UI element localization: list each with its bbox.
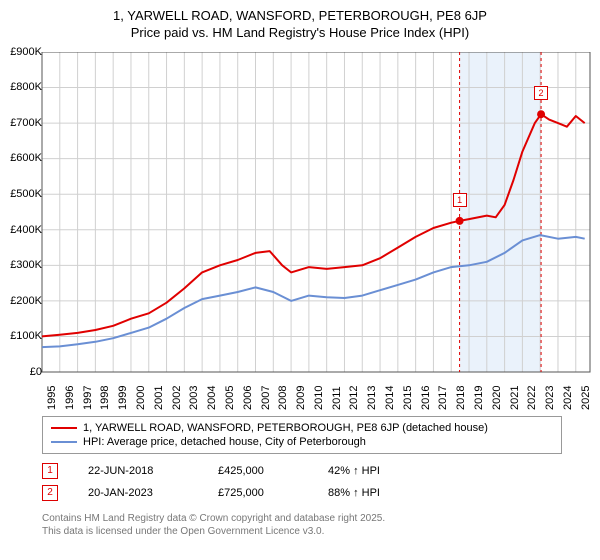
marker-hpi: 88% ↑ HPI <box>328 487 380 499</box>
y-tick-label: £300K <box>10 259 42 271</box>
x-tick-label: 1996 <box>64 385 76 409</box>
legend-label: HPI: Average price, detached house, City… <box>83 436 366 448</box>
x-tick-label: 2005 <box>224 385 236 409</box>
footer: Contains HM Land Registry data © Crown c… <box>42 512 562 538</box>
y-tick-label: £800K <box>10 81 42 93</box>
chart-container: 1, YARWELL ROAD, WANSFORD, PETERBOROUGH,… <box>0 0 600 560</box>
chart-area: £0 £100K £200K £300K £400K £500K £600K £700K £80… <box>0 52 600 412</box>
x-tick-label: 2006 <box>242 385 254 409</box>
marker-row: 1 22-JUN-2018 £425,000 42% ↑ HPI <box>42 460 562 482</box>
y-tick-label: £400K <box>10 224 42 236</box>
x-tick-label: 2007 <box>260 385 272 409</box>
x-tick-label: 2014 <box>384 385 396 409</box>
x-tick-label: 2013 <box>366 385 378 409</box>
x-tick-label: 2015 <box>402 385 414 409</box>
x-tick-label: 1998 <box>99 385 111 409</box>
chart-svg <box>0 52 600 412</box>
marker-price: £725,000 <box>218 487 298 499</box>
x-tick-label: 2018 <box>455 385 467 409</box>
title-line-2: Price paid vs. HM Land Registry's House … <box>10 25 590 42</box>
y-tick-label: £100K <box>10 330 42 342</box>
marker-badge: 2 <box>42 485 58 501</box>
legend-swatch <box>51 441 77 443</box>
chart-marker-badge: 1 <box>453 193 467 207</box>
marker-price: £425,000 <box>218 465 298 477</box>
x-tick-label: 2023 <box>544 385 556 409</box>
x-tick-label: 2001 <box>153 385 165 409</box>
x-tick-label: 2004 <box>206 385 218 409</box>
y-tick-label: £900K <box>10 46 42 58</box>
marker-badge: 1 <box>42 463 58 479</box>
x-tick-label: 2002 <box>171 385 183 409</box>
title-block: 1, YARWELL ROAD, WANSFORD, PETERBOROUGH,… <box>0 0 600 46</box>
x-tick-label: 2024 <box>562 385 574 409</box>
marker-date: 22-JUN-2018 <box>88 465 188 477</box>
x-tick-label: 2009 <box>295 385 307 409</box>
y-tick-label: £600K <box>10 152 42 164</box>
x-tick-label: 2022 <box>526 385 538 409</box>
y-tick-label: £0 <box>30 366 42 378</box>
x-tick-label: 2000 <box>135 385 147 409</box>
x-tick-label: 2019 <box>473 385 485 409</box>
x-tick-label: 2021 <box>509 385 521 409</box>
legend-label: 1, YARWELL ROAD, WANSFORD, PETERBOROUGH,… <box>83 422 488 434</box>
x-tick-label: 1995 <box>46 385 58 409</box>
legend-swatch <box>51 427 77 429</box>
x-tick-label: 1999 <box>117 385 129 409</box>
title-line-1: 1, YARWELL ROAD, WANSFORD, PETERBOROUGH,… <box>10 8 590 25</box>
marker-row: 2 20-JAN-2023 £725,000 88% ↑ HPI <box>42 482 562 504</box>
legend-item: 1, YARWELL ROAD, WANSFORD, PETERBOROUGH,… <box>51 421 553 435</box>
legend: 1, YARWELL ROAD, WANSFORD, PETERBOROUGH,… <box>42 416 562 454</box>
x-tick-label: 2011 <box>331 386 343 410</box>
chart-marker-badge: 2 <box>534 86 548 100</box>
x-tick-label: 2020 <box>491 385 503 409</box>
y-tick-label: £500K <box>10 188 42 200</box>
x-tick-label: 1997 <box>82 385 94 409</box>
footer-line-1: Contains HM Land Registry data © Crown c… <box>42 512 562 525</box>
footer-line-2: This data is licensed under the Open Gov… <box>42 525 562 538</box>
x-tick-label: 2025 <box>580 385 592 409</box>
x-tick-label: 2017 <box>437 385 449 409</box>
x-tick-label: 2012 <box>348 385 360 409</box>
marker-table: 1 22-JUN-2018 £425,000 42% ↑ HPI 2 20-JA… <box>42 460 562 504</box>
x-tick-label: 2016 <box>420 385 432 409</box>
x-tick-label: 2010 <box>313 385 325 409</box>
marker-hpi: 42% ↑ HPI <box>328 465 380 477</box>
y-tick-label: £700K <box>10 117 42 129</box>
legend-item: HPI: Average price, detached house, City… <box>51 435 553 449</box>
x-tick-label: 2008 <box>277 385 289 409</box>
y-tick-label: £200K <box>10 295 42 307</box>
x-tick-label: 2003 <box>188 385 200 409</box>
marker-date: 20-JAN-2023 <box>88 487 188 499</box>
